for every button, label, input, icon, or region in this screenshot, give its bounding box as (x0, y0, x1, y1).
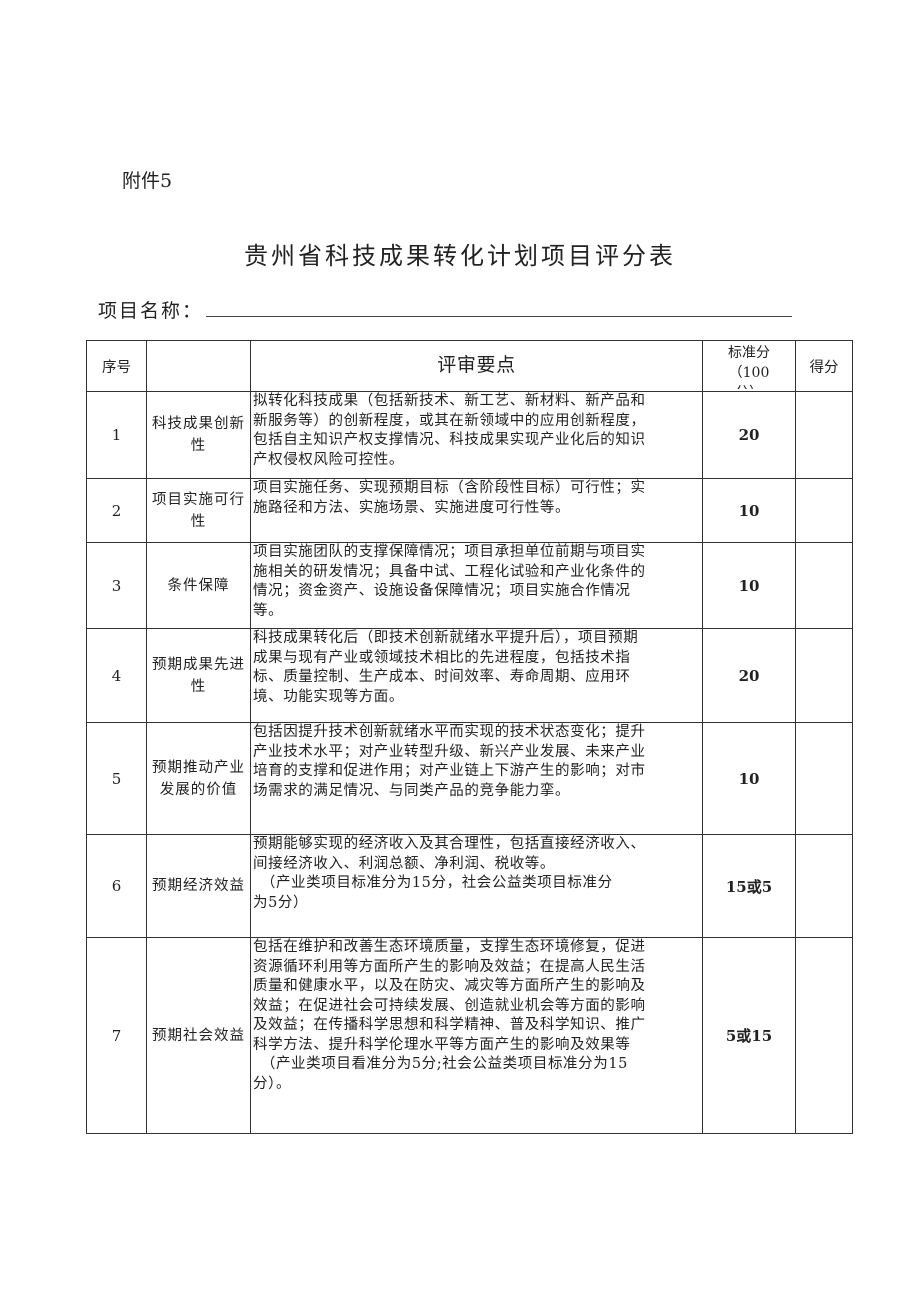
row-standard-score: 10 (702, 542, 796, 629)
criteria-line: （产业类项目标准分为15分，社会公益类项目标准分 (253, 875, 613, 891)
row-item: 科技成果创新性 (146, 391, 251, 479)
criteria-line: 产业技术水平；对产业转型升级、新兴产业发展、未来产业 (253, 743, 646, 760)
row-item: 预期经济效益 (146, 834, 251, 938)
row-criteria: 科技成果转化后（即技术创新就绪水平提升后），项目预期 成果与现有产业或领域技术相比… (250, 628, 703, 723)
criteria-line: 项目实施任务、实现预期目标（含阶段性目标）可行性；实 (253, 480, 646, 496)
header-criteria: 评审要点 (250, 340, 703, 392)
table-row: 3 条件保障 项目实施团队的支撑保障情况；项目承担单位前期与项目实 施相关的研发情况；… (86, 542, 853, 629)
row-score-input[interactable] (795, 478, 853, 543)
row-score-input[interactable] (795, 542, 853, 629)
criteria-line: 成果与现有产业或领域技术相比的先进程度，包括技术指 (253, 649, 631, 666)
row-standard-score: 15或5 (702, 834, 796, 938)
row-index: 5 (86, 722, 147, 835)
row-index: 4 (86, 628, 147, 723)
table-row: 7 预期社会效益 包括在维护和改善生态环境质量，支撑生态环境修复，促进 资源循环利用等… (86, 937, 853, 1134)
row-index: 1 (86, 391, 147, 479)
criteria-line: 培育的支撑和促进作用；对产业链上下游产生的影响；对市 (253, 763, 646, 779)
row-item: 预期社会效益 (146, 937, 251, 1134)
criteria-line: 质量和健康水平，以及在防灾、减灾等方面所产生的影响及 (253, 978, 646, 994)
criteria-line: 包括在维护和改善生态环境质量，支撑生态环境修复，促进 (253, 939, 646, 955)
row-criteria: 预期能够实现的经济收入及其合理性，包括直接经济收入、 间接经济收入、利润总额、净利… (250, 834, 703, 938)
criteria-line: 包括自主知识产权支撑情况、科技成果实现产业化后的知识 (253, 432, 646, 448)
criteria-line: 为5分） (253, 894, 309, 911)
row-criteria: 项目实施任务、实现预期目标（含阶段性目标）可行性；实 施路径和方法、实施场景、实施… (250, 478, 703, 543)
header-index: 序号 (86, 340, 147, 392)
row-criteria: 拟转化科技成果（包括新技术、新工艺、新材料、新产品和 新服务等）的创新程度，或其在… (250, 391, 703, 479)
criteria-line: 境、功能实现等方面。 (253, 688, 404, 705)
criteria-line: 科技成果转化后（即技术创新就绪水平提升后），项目预期 (253, 630, 639, 646)
criteria-line: 预期能够实现的经济收入及其合理性，包括直接经济收入、 (253, 836, 646, 852)
row-standard-score: 20 (702, 628, 796, 723)
criteria-line: 及效益；在传播科学思想和科学精神、普及科学知识、推广 (253, 1017, 646, 1033)
table-row: 6 预期经济效益 预期能够实现的经济收入及其合理性，包括直接经济收入、 间接经济收入、… (86, 834, 853, 938)
row-index: 7 (86, 937, 147, 1134)
criteria-line: 拟转化科技成果（包括新技术、新工艺、新材料、新产品和 (253, 393, 646, 409)
attachment-label: 附件5 (122, 170, 173, 192)
project-name-label: 项目名称： (98, 300, 204, 322)
criteria-line: 项目实施团队的支撑保障情况；项目承担单位前期与项目实 (253, 544, 646, 560)
criteria-line: 科学方法、提升科学伦理水平等方面产生的影响及效果等 (253, 1036, 631, 1053)
header-standard: 标准分（100分） (702, 340, 796, 392)
row-criteria: 包括在维护和改善生态环境质量，支撑生态环境修复，促进 资源循环利用等方面所产生的影… (250, 937, 703, 1134)
table-row: 1 科技成果创新性 拟转化科技成果（包括新技术、新工艺、新材料、新产品和 新服务等）的… (86, 391, 853, 479)
row-item: 预期成果先进性 (146, 628, 251, 723)
criteria-line: 产权侵权风险可控性。 (253, 451, 404, 468)
row-index: 2 (86, 478, 147, 543)
header-item (146, 340, 251, 392)
row-standard-score: 20 (702, 391, 796, 479)
row-criteria: 包括因提升技术创新就绪水平而实现的技术状态变化；提升 产业技术水平；对产业转型升级… (250, 722, 703, 835)
row-item: 预期推动产业发展的价值 (146, 722, 251, 835)
row-score-input[interactable] (795, 628, 853, 723)
criteria-line: （产业类项目看准分为5分;社会公益类项目标准分为15 (253, 1056, 629, 1072)
table-row: 2 项目实施可行性 项目实施任务、实现预期目标（含阶段性目标）可行性；实 施路径和方法… (86, 478, 853, 543)
criteria-line: 施路径和方法、实施场景、实施进度可行性等。 (253, 499, 571, 516)
row-standard-score: 5或15 (702, 937, 796, 1134)
criteria-line: 新服务等）的创新程度，或其在新领域中的应用创新程度， (253, 412, 646, 429)
project-name-field[interactable] (206, 316, 792, 317)
criteria-line: 场需求的满足情况、与同类产品的竞争能力挛。 (253, 782, 571, 799)
row-standard-score: 10 (702, 478, 796, 543)
criteria-line: 间接经济收入、利润总额、净利润、税收等。 (253, 855, 555, 872)
criteria-line: 标、质量控制、生产成本、时间效率、寿命周期、应用环 (253, 669, 631, 685)
criteria-line: 效益；在促进社会可持续发展、创造就业机会等方面的影响 (253, 997, 646, 1014)
criteria-line: 情况；资金资产、设施设备保障情况；项目实施合作情况 (253, 583, 631, 599)
row-standard-score: 10 (702, 722, 796, 835)
criteria-line: 资源循环利用等方面所产生的影响及效益；在提高人民生活 (253, 958, 646, 975)
header-standard-text: 标准分（100分） (728, 345, 770, 389)
table-row: 4 预期成果先进性 科技成果转化后（即技术创新就绪水平提升后），项目预期 成果与现有产… (86, 628, 853, 723)
criteria-line: 施相关的研发情况；具备中试、工程化试验和产业化条件的 (253, 563, 646, 580)
page-title: 贵州省科技成果转化计划项目评分表 (244, 242, 676, 270)
row-index: 3 (86, 542, 147, 629)
row-score-input[interactable] (795, 722, 853, 835)
criteria-line: 分）。 (253, 1075, 292, 1092)
criteria-line: 包括因提升技术创新就绪水平而实现的技术状态变化；提升 (253, 724, 646, 740)
row-item: 条件保障 (146, 542, 251, 629)
scoring-table: 序号 评审要点 标准分（100分） 得分 1科技成果创新性拟转化科技成果（包括新… (86, 340, 853, 1134)
table-header-row: 序号 评审要点 标准分（100分） 得分 (86, 340, 853, 392)
row-score-input[interactable] (795, 937, 853, 1134)
header-score: 得分 (795, 340, 853, 392)
row-criteria: 项目实施团队的支撑保障情况；项目承担单位前期与项目实 施相关的研发情况；具备中试、… (250, 542, 703, 629)
row-item: 项目实施可行性 (146, 478, 251, 543)
row-score-input[interactable] (795, 834, 853, 938)
table-row: 5 预期推动产业发展的价值 包括因提升技术创新就绪水平而实现的技术状态变化；提升 产业… (86, 722, 853, 835)
row-index: 6 (86, 834, 147, 938)
row-score-input[interactable] (795, 391, 853, 479)
criteria-line: 等。 (253, 602, 284, 619)
